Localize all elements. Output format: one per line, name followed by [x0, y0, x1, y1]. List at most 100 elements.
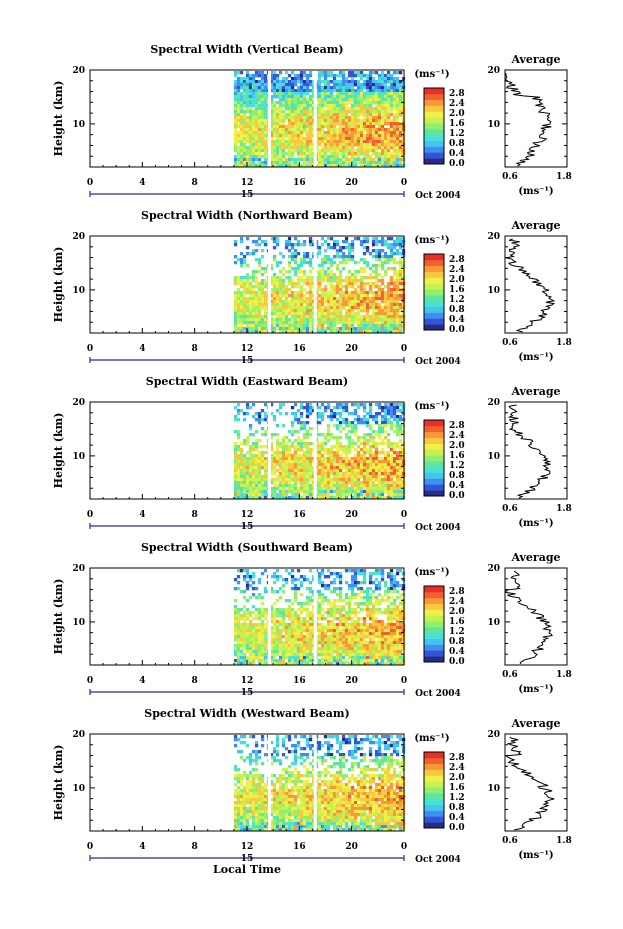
- heatmap-cell: [269, 626, 274, 630]
- heatmap-cell: [398, 104, 403, 108]
- heatmap-cell: [239, 309, 244, 313]
- heatmap-cell: [245, 330, 250, 334]
- heatmap-cell: [383, 158, 388, 162]
- heatmap-cell: [251, 101, 256, 105]
- heatmap-cell: [293, 300, 298, 304]
- heatmap-cell: [293, 101, 298, 105]
- heatmap-cell: [332, 460, 337, 464]
- heatmap-cell: [293, 306, 298, 310]
- heatmap-cell: [281, 113, 286, 117]
- heatmap-cell: [362, 315, 367, 319]
- heatmap-cell: [338, 98, 343, 102]
- heatmap-cell: [308, 137, 313, 141]
- heatmap-cell: [380, 261, 385, 265]
- heatmap-cell: [296, 161, 301, 165]
- heatmap-cell: [317, 152, 322, 156]
- heatmap-cell: [383, 89, 388, 93]
- heatmap-cell: [374, 131, 379, 135]
- heatmap-cell: [320, 258, 325, 262]
- heatmap-cell: [386, 104, 391, 108]
- heatmap-cell: [269, 587, 274, 591]
- heatmap-cell: [380, 80, 385, 84]
- heatmap-cell: [335, 110, 340, 114]
- heatmap-cell: [263, 478, 268, 482]
- heatmap-cell: [260, 638, 265, 642]
- heatmap-cell: [269, 80, 274, 84]
- heatmap-cell: [386, 80, 391, 84]
- heatmap-cell: [278, 451, 283, 455]
- heatmap-cell: [338, 496, 343, 500]
- heatmap-cell: [377, 158, 382, 162]
- heatmap-cell: [233, 86, 238, 90]
- heatmap-cell: [389, 143, 394, 147]
- heatmap-cell: [278, 140, 283, 144]
- heatmap-cell: [245, 403, 250, 407]
- colorbar-swatch: [424, 117, 444, 124]
- heatmap-cell: [257, 294, 262, 298]
- heatmap-cell: [269, 309, 274, 313]
- heatmap-cell: [362, 128, 367, 132]
- heatmap-cell: [272, 255, 277, 259]
- heatmap-cell: [296, 113, 301, 117]
- heatmap-cell: [377, 116, 382, 120]
- heatmap-cell: [380, 134, 385, 138]
- heatmap-cell: [257, 454, 262, 458]
- heatmap-cell: [242, 330, 247, 334]
- heatmap-cell: [398, 92, 403, 96]
- heatmap-cell: [302, 460, 307, 464]
- heatmap-cell: [353, 83, 358, 87]
- heatmap-cell: [281, 86, 286, 90]
- heatmap-cell: [290, 119, 295, 123]
- heatmap-cell: [272, 656, 277, 660]
- heatmap-cell: [323, 493, 328, 497]
- heatmap-cell: [353, 484, 358, 488]
- heatmap-cell: [260, 662, 265, 666]
- heatmap-cell: [263, 490, 268, 494]
- heatmap-cell: [263, 451, 268, 455]
- heatmap-cell: [395, 134, 400, 138]
- heatmap-cell: [320, 418, 325, 422]
- heatmap-cell: [353, 137, 358, 141]
- heatmap-cell: [263, 134, 268, 138]
- heatmap-cell: [290, 430, 295, 434]
- heatmap-cell: [281, 128, 286, 132]
- average-profile-line: [507, 404, 552, 499]
- heatmap-cell: [284, 243, 289, 247]
- heatmap-cell: [308, 261, 313, 265]
- heatmap-cell: [311, 104, 316, 108]
- heatmap-cell: [284, 95, 289, 99]
- heatmap-cell: [368, 113, 373, 117]
- heatmap-cell: [332, 155, 337, 159]
- heatmap-cell: [302, 152, 307, 156]
- heatmap-cell: [284, 291, 289, 295]
- heatmap-cell: [275, 312, 280, 316]
- heatmap-cell: [362, 448, 367, 452]
- heatmap-cell: [398, 439, 403, 443]
- heatmap-cell: [362, 466, 367, 470]
- heatmap-cell: [236, 119, 241, 123]
- heatmap-cell: [263, 457, 268, 461]
- heatmap-cell: [323, 297, 328, 301]
- colorbar-swatch: [424, 294, 444, 302]
- heatmap-cell: [374, 107, 379, 111]
- heatmap-cell: [368, 490, 373, 494]
- heatmap-cell: [317, 107, 322, 111]
- heatmap-cell: [284, 487, 289, 491]
- heatmap-cell: [272, 460, 277, 464]
- heatmap-cell: [245, 569, 250, 573]
- heatmap-cell: [260, 86, 265, 90]
- heatmap-cell: [251, 270, 256, 274]
- heatmap-cell: [245, 273, 250, 277]
- heatmap-cell: [278, 161, 283, 165]
- heatmap-cell: [275, 442, 280, 446]
- heatmap-cell: [302, 101, 307, 105]
- heatmap-cell: [254, 330, 259, 334]
- heatmap-cell: [269, 445, 274, 449]
- heatmap-cell: [290, 255, 295, 259]
- heatmap-cell: [248, 101, 253, 105]
- heatmap-cell: [269, 291, 274, 295]
- heatmap-cell: [344, 255, 349, 259]
- heatmap-cell: [320, 119, 325, 123]
- heatmap-cell: [257, 635, 262, 639]
- heatmap-cell: [242, 140, 247, 144]
